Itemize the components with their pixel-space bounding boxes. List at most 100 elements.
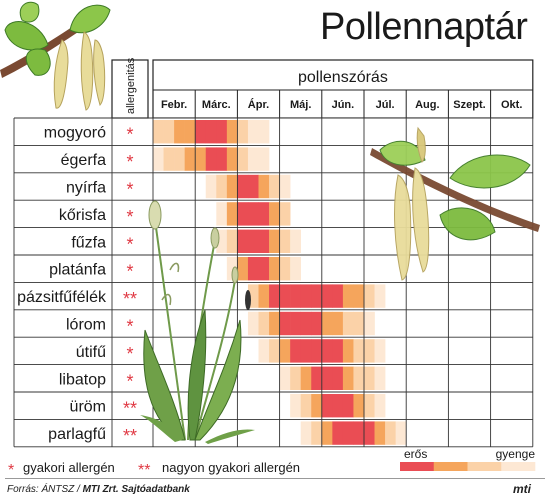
pollen-intensity-cell <box>279 257 291 281</box>
scale-swatch <box>501 462 536 471</box>
allergenicity-mark: * <box>126 207 133 227</box>
plant-label: nyírfa <box>66 180 106 197</box>
pollen-intensity-cell <box>342 311 354 336</box>
pollen-intensity-cell <box>237 147 249 171</box>
allergenicity-mark: * <box>126 234 133 254</box>
pollen-intensity-cell <box>364 339 375 363</box>
pollen-intensity-cell <box>195 120 207 144</box>
month-label: Júl. <box>376 99 395 111</box>
pollen-intensity-cell <box>247 257 259 281</box>
pollen-intensity-cell <box>258 120 270 144</box>
pollen-intensity-cell <box>205 120 217 144</box>
scale-swatch <box>467 462 502 471</box>
pollen-intensity-cell <box>332 366 344 390</box>
scale-low-label: gyenge <box>496 447 536 461</box>
month-label: Febr. <box>161 99 187 111</box>
pollen-intensity-cell <box>342 284 354 308</box>
pollen-intensity-cell <box>311 284 323 308</box>
source-org: MTI Zrt. Sajtóadatbank <box>82 484 190 495</box>
pollen-intensity-cell <box>374 339 386 363</box>
source-label: Forrás: ÁNTSZ / <box>7 484 80 495</box>
pollen-intensity-cell <box>321 394 333 418</box>
plant-label: lórom <box>66 317 106 334</box>
pollen-intensity-cell <box>258 311 270 336</box>
pollen-intensity-cell <box>321 421 333 445</box>
pollen-intensity-cell <box>290 394 301 418</box>
pollen-intensity-cell <box>332 339 344 363</box>
allergenicity-mark: * <box>126 180 133 200</box>
pollen-intensity-cell <box>216 174 228 199</box>
pollen-intensity-cell <box>374 421 386 445</box>
pollen-intensity-cell <box>184 147 196 171</box>
mti-logo: mti <box>513 482 531 496</box>
pollen-intensity-cell <box>385 421 396 445</box>
pollen-intensity-cell <box>269 202 280 226</box>
plant-label: kőrisfa <box>59 207 106 224</box>
source-credit: Forrás: ÁNTSZ / MTI Zrt. Sajtóadatbank <box>7 484 190 495</box>
legend-double-mark: ** <box>138 462 150 479</box>
pollen-intensity-cell <box>216 229 228 253</box>
pollen-intensity-cell <box>364 421 375 445</box>
pollen-intensity-cell <box>342 339 354 363</box>
pollen-intensity-cell <box>279 284 291 308</box>
pollen-intensity-cell <box>300 366 312 390</box>
pollen-intensity-cell <box>311 421 323 445</box>
pollen-intensity-cell <box>395 421 407 445</box>
pollen-intensity-cell <box>321 339 333 363</box>
pollen-intensity-cell <box>321 366 333 390</box>
pollen-intensity-cell <box>321 284 333 308</box>
pollen-intensity-cell <box>353 394 365 418</box>
plant-label: útifű <box>76 344 106 361</box>
allergenicity-mark: ** <box>123 426 137 446</box>
plant-label: pázsitfűfélék <box>17 289 107 306</box>
pollen-intensity-cell <box>364 311 375 336</box>
allergenicity-mark: * <box>126 371 133 391</box>
pollen-intensity-cell <box>290 366 301 390</box>
allergenicity-mark: ** <box>123 289 137 309</box>
pollen-intensity-cell <box>364 394 375 418</box>
pollen-intensity-cell <box>269 229 280 253</box>
pollen-intensity-cell <box>226 257 238 281</box>
pollen-intensity-cell <box>290 229 301 253</box>
column-group-label: pollenszórás <box>298 69 388 86</box>
pollen-intensity-cell <box>332 394 344 418</box>
pollen-intensity-cell <box>290 284 301 308</box>
allergenicity-mark: * <box>126 317 133 337</box>
month-label: Aug. <box>415 99 439 111</box>
plant-label: libatop <box>59 371 106 388</box>
pollen-intensity-cell <box>311 339 323 363</box>
plant-illustration <box>140 200 255 444</box>
plant-label: mogyoró <box>44 125 106 142</box>
pollen-intensity-cell <box>374 284 386 308</box>
pollen-intensity-cell <box>247 202 259 226</box>
pollen-intensity-cell <box>342 394 354 418</box>
month-label: Márc. <box>202 99 231 111</box>
pollen-intensity-cell <box>247 147 259 171</box>
allergenicity-mark: ** <box>123 399 137 419</box>
pollen-intensity-cell <box>174 147 185 171</box>
pollen-intensity-cell <box>353 284 365 308</box>
plant-label: üröm <box>70 399 106 416</box>
pollen-intensity-cell <box>226 120 238 144</box>
page-title: Pollennaptár <box>320 6 528 48</box>
pollen-intensity-cell <box>163 147 175 171</box>
pollen-intensity-cell <box>290 311 301 336</box>
pollen-intensity-cell <box>311 311 323 336</box>
scale-swatch <box>433 462 468 471</box>
pollen-intensity-cell <box>237 174 249 199</box>
pollen-intensity-cell <box>279 311 291 336</box>
plant-label: fűzfa <box>71 234 106 251</box>
month-label: Okt. <box>501 99 522 111</box>
pollen-intensity-cell <box>300 311 312 336</box>
pollen-intensity-cell <box>205 147 217 171</box>
pollen-intensity-cell <box>364 366 375 390</box>
pollen-intensity-cell <box>269 257 280 281</box>
legend-single-mark: * <box>8 462 14 479</box>
scale-swatch <box>400 462 435 471</box>
legend-double-label: nagyon gyakori allergén <box>162 460 300 475</box>
pollen-intensity-cell <box>247 174 259 199</box>
pollen-intensity-cell <box>269 174 280 199</box>
pollen-intensity-cell <box>342 366 354 390</box>
pollen-intensity-cell <box>184 120 196 144</box>
month-label: Jún. <box>332 99 355 111</box>
